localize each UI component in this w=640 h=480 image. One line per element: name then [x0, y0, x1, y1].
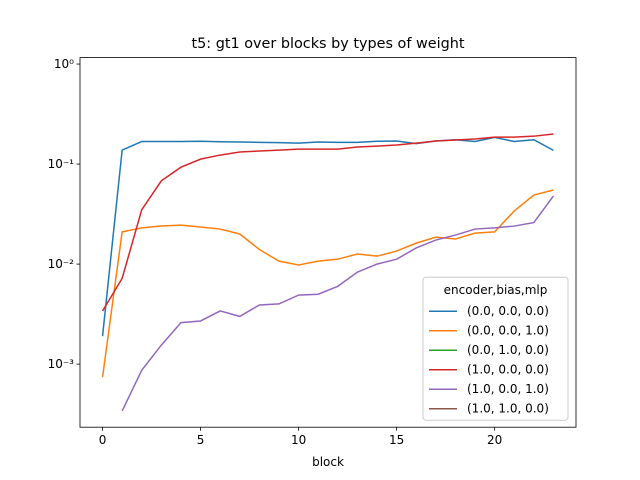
series-line — [101, 189, 554, 378]
x-tick-label: 15 — [389, 433, 404, 447]
y-tick-label: 10⁰ — [54, 57, 74, 71]
legend-label: (1.0, 0.0, 1.0) — [467, 382, 549, 396]
x-tick-label: 20 — [487, 433, 502, 447]
y-tick-label: 10⁻¹ — [48, 157, 75, 171]
legend-label: (0.0, 0.0, 0.0) — [467, 304, 549, 318]
series-line — [101, 136, 554, 337]
legend-label: (1.0, 0.0, 0.0) — [467, 363, 549, 377]
x-tick-label: 5 — [197, 433, 205, 447]
x-tick-label: 10 — [291, 433, 306, 447]
legend-box — [422, 276, 569, 421]
legend-label: (0.0, 0.0, 1.0) — [467, 324, 549, 338]
axes-frame — [79, 57, 577, 428]
x-axis-label: block — [312, 455, 344, 469]
series-line — [121, 195, 555, 412]
y-tick-label: 10⁻³ — [48, 357, 75, 371]
y-tick-label: 10⁻² — [48, 257, 75, 271]
x-tick-label: 0 — [99, 433, 107, 447]
legend-title: encoder,bias,mlp — [444, 283, 548, 297]
chart-title: t5: gt1 over blocks by types of weight — [191, 36, 464, 52]
plot-area — [101, 133, 555, 412]
legend-label: (0.0, 1.0, 0.0) — [467, 343, 549, 357]
legend-label: (1.0, 1.0, 0.0) — [467, 402, 549, 416]
series-line — [101, 133, 554, 312]
